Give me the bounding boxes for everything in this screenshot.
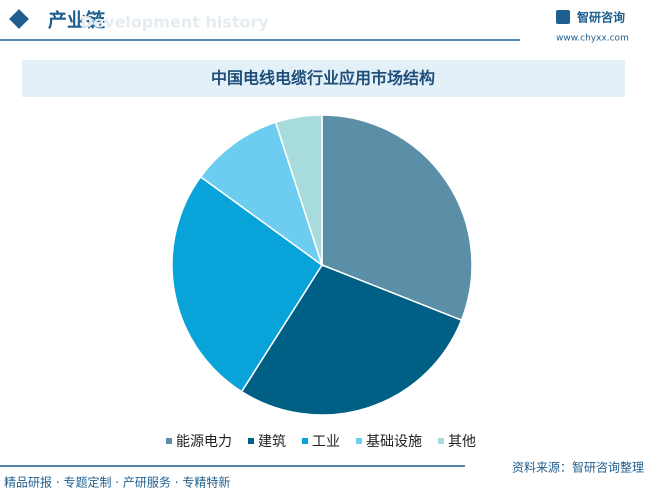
source: 资料来源：智研咨询整理: [512, 460, 644, 475]
header-subtitle: Development history: [80, 13, 269, 32]
legend-label: 工业: [312, 434, 340, 450]
legend-marker: [166, 438, 172, 444]
legend-marker: [356, 438, 362, 444]
legend-marker: [248, 438, 254, 444]
legend-label: 基础设施: [366, 433, 422, 450]
pie-slice: [171, 175, 324, 393]
legend-marker: [302, 438, 308, 444]
legend-label: 其他: [448, 434, 476, 450]
legend-marker: [438, 438, 444, 444]
title-box: [22, 60, 625, 97]
header-title: 产业链: [48, 9, 105, 32]
pie-slice: [274, 114, 323, 266]
logo: 智研咨询: [576, 10, 625, 25]
legend-label: 建筑: [258, 434, 286, 450]
pie-slice: [240, 264, 463, 416]
footer-left: 精品研报 · 专题定制 · 产研服务 · 专精特新: [4, 475, 230, 490]
chart-title: 中国电线电缆行业应用市场结构: [211, 69, 435, 88]
pie-slice: [321, 114, 473, 322]
url: www.chyxx.com: [556, 34, 629, 44]
logo-icon: [556, 10, 570, 24]
header-icon: [9, 9, 29, 29]
pie-slice: [199, 121, 324, 267]
legend-label: 能源电力: [176, 434, 232, 450]
